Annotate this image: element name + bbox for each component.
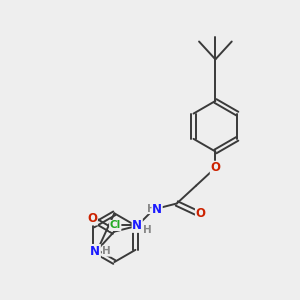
- Text: H: H: [147, 204, 156, 214]
- Text: H: H: [102, 246, 111, 256]
- Text: O: O: [196, 207, 206, 220]
- Text: O: O: [87, 212, 97, 225]
- Text: N: N: [152, 203, 162, 216]
- Text: N: N: [90, 244, 100, 258]
- Text: Cl: Cl: [110, 220, 121, 230]
- Text: H: H: [143, 225, 152, 235]
- Text: O: O: [210, 161, 220, 174]
- Text: N: N: [132, 219, 142, 232]
